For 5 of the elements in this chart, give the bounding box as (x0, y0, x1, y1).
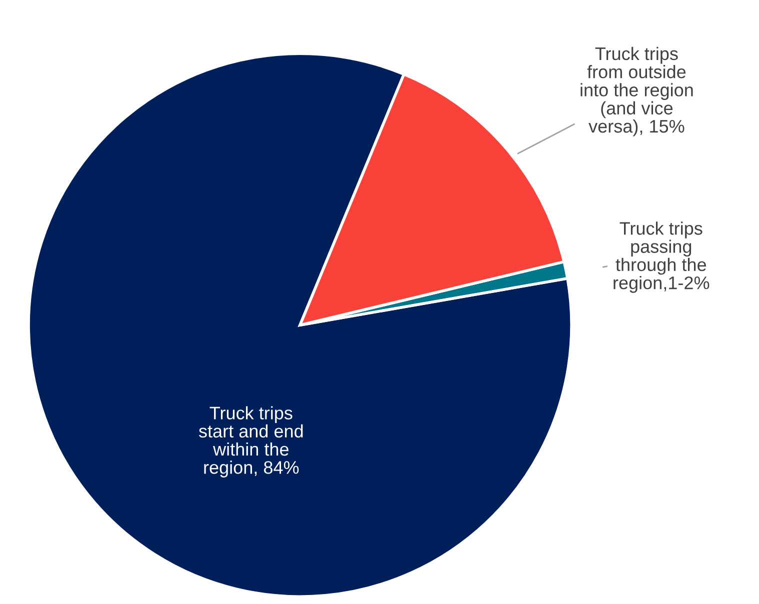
slice-label: Truck trips start and end within the region, 84% (198, 406, 303, 478)
pie-slice (298, 72, 566, 326)
slice-label: Truck trips from outside into the region (and vice versa), 15% (580, 46, 693, 136)
pie-slice (27, 52, 573, 598)
slice-label: Truck trips passing through the region,1-2% (614, 222, 710, 293)
